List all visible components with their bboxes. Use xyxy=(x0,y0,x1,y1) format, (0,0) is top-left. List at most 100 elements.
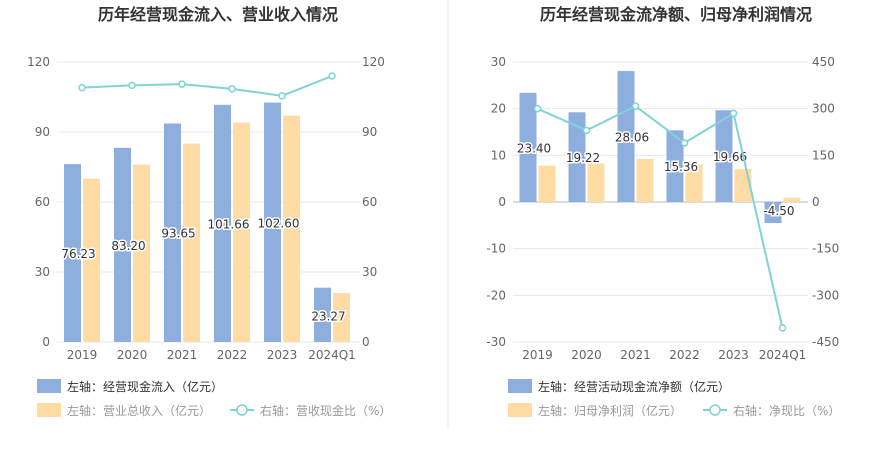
right-axis-tick: 150 xyxy=(812,148,835,162)
x-axis-tick: 2024Q1 xyxy=(759,348,807,362)
bar-data-label: 76.23 xyxy=(61,247,95,261)
legend-line-marker xyxy=(236,404,248,416)
x-axis-tick: 2021 xyxy=(167,348,198,362)
bar-data-label: 23.40 xyxy=(517,141,551,155)
secondary-bar xyxy=(133,164,150,342)
ratio-point xyxy=(178,80,186,88)
bar-data-label: 23.27 xyxy=(311,309,345,323)
x-axis-tick: 2023 xyxy=(267,348,298,362)
right-axis-tick: -150 xyxy=(812,242,839,256)
chart-title: 历年经营现金流净额、归母净利润情况 xyxy=(540,5,812,24)
x-axis-tick: 2023 xyxy=(718,348,749,362)
x-axis-tick: 2019 xyxy=(67,348,98,362)
primary-bar xyxy=(666,130,684,202)
primary-bar xyxy=(214,104,231,342)
secondary-bar xyxy=(83,178,100,342)
bar-data-label: -4.50 xyxy=(763,204,794,218)
secondary-bar xyxy=(685,164,703,202)
primary-bar xyxy=(519,92,537,202)
secondary-bar xyxy=(538,165,556,202)
bar-data-label: 93.65 xyxy=(161,227,195,241)
bar-data-label: 19.22 xyxy=(566,151,600,165)
bar-data-label: 19.66 xyxy=(713,150,747,164)
legend-swatch xyxy=(508,379,532,393)
x-axis-tick: 2022 xyxy=(669,348,700,362)
right-axis-tick: -450 xyxy=(812,335,839,349)
bar-data-label: 28.06 xyxy=(615,131,649,145)
legend-label: 右轴：营收现金比（%） xyxy=(260,403,391,418)
legend-swatch xyxy=(37,379,61,393)
ratio-line xyxy=(537,105,784,329)
left-chart: 历年经营现金流入、营业收入情况 0 30 60 90 120 0 30 60 90 120 2019 2… xyxy=(27,5,391,418)
secondary-bar xyxy=(587,163,605,202)
primary-bar xyxy=(264,102,281,342)
legend-swatch xyxy=(37,403,61,417)
left-axis-tick: -20 xyxy=(486,288,506,302)
ratio-point xyxy=(778,324,787,332)
legend-swatch xyxy=(508,403,532,417)
ratio-line xyxy=(81,75,333,97)
ratio-point xyxy=(278,92,286,100)
secondary-bar xyxy=(636,159,654,202)
right-axis-tick: 120 xyxy=(362,55,385,69)
legend-label: 左轴：经营现金流入（亿元） xyxy=(67,379,223,394)
left-axis-tick: 30 xyxy=(491,55,506,69)
secondary-bar xyxy=(183,143,200,342)
secondary-bar xyxy=(333,293,350,342)
x-axis-tick: 2019 xyxy=(522,348,553,362)
primary-bar xyxy=(715,110,733,202)
left-axis-tick: 60 xyxy=(35,195,50,209)
bar-data-label: 83.20 xyxy=(111,239,145,253)
ratio-point xyxy=(631,102,640,110)
bar-data-label: 15.36 xyxy=(664,160,698,174)
right-axis-tick: 60 xyxy=(362,195,377,209)
ratio-point xyxy=(328,72,336,80)
legend-label: 左轴：营业总收入（亿元） xyxy=(67,403,211,418)
right-axis-tick: 0 xyxy=(812,195,820,209)
secondary-bar xyxy=(233,122,250,343)
secondary-bar xyxy=(283,115,300,343)
left-axis-tick: -10 xyxy=(486,242,506,256)
left-axis-tick: 10 xyxy=(491,148,506,162)
primary-bar xyxy=(568,112,586,202)
right-axis-tick: 0 xyxy=(362,335,370,349)
right-axis-tick: 450 xyxy=(812,55,835,69)
secondary-bar xyxy=(783,197,801,202)
primary-bar xyxy=(764,202,782,223)
ratio-point xyxy=(128,81,136,90)
left-axis-tick: 0 xyxy=(42,335,50,349)
left-axis-tick: 30 xyxy=(35,265,50,279)
right-axis-tick: 90 xyxy=(362,125,377,139)
legend-line-marker xyxy=(709,404,721,416)
chart-title: 历年经营现金流入、营业收入情况 xyxy=(98,5,338,24)
primary-bar xyxy=(314,287,331,342)
legend-label: 右轴：净现比（%） xyxy=(733,403,840,418)
right-chart: 历年经营现金流净额、归母净利润情况 -30 -20 -10 0 10 20 30 -450 -30… xyxy=(486,5,840,418)
right-axis-tick: 30 xyxy=(362,265,377,279)
legend-label: 左轴：归母净利润（亿元） xyxy=(538,403,682,418)
bar-data-label: 102.60 xyxy=(258,216,300,230)
legend-label: 左轴：经营活动现金流净额（亿元） xyxy=(538,379,730,394)
right-axis-tick: -300 xyxy=(812,288,839,302)
ratio-point xyxy=(533,104,542,113)
x-axis-tick: 2024Q1 xyxy=(308,348,356,362)
left-axis-tick: 90 xyxy=(35,125,50,139)
left-axis-tick: 0 xyxy=(498,195,506,209)
x-axis-tick: 2020 xyxy=(571,348,602,362)
ratio-point xyxy=(582,126,591,135)
primary-bar xyxy=(617,71,635,202)
primary-bar xyxy=(64,164,81,342)
left-axis-tick: 120 xyxy=(27,55,50,69)
ratio-point xyxy=(78,83,86,92)
ratio-point xyxy=(729,109,738,118)
x-axis-tick: 2021 xyxy=(620,348,651,362)
bar-data-label: 101.66 xyxy=(208,217,250,231)
primary-bar xyxy=(164,123,181,342)
x-axis-tick: 2022 xyxy=(217,348,248,362)
primary-bar xyxy=(114,147,131,342)
x-axis-tick: 2020 xyxy=(117,348,148,362)
left-axis-tick: -30 xyxy=(486,335,506,349)
ratio-point xyxy=(680,139,689,147)
